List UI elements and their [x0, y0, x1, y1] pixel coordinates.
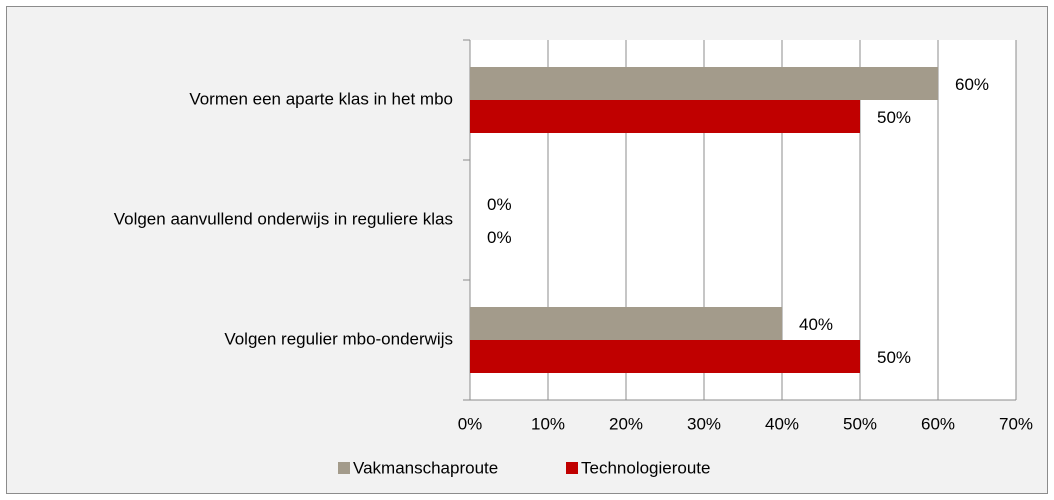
x-tick-label: 60%	[921, 414, 955, 433]
bar	[470, 100, 860, 133]
data-label: 40%	[799, 315, 833, 334]
data-label: 0%	[487, 195, 512, 214]
x-tick-label: 50%	[843, 414, 877, 433]
bar	[470, 67, 938, 100]
data-label: 50%	[877, 108, 911, 127]
x-tick-label: 40%	[765, 414, 799, 433]
x-tick-label: 30%	[687, 414, 721, 433]
x-tick-label: 0%	[458, 414, 483, 433]
x-tick-label: 10%	[531, 414, 565, 433]
legend-swatch	[338, 462, 350, 474]
data-label: 60%	[955, 75, 989, 94]
x-tick-label: 70%	[999, 414, 1033, 433]
legend-label: Technologieroute	[581, 458, 710, 477]
x-tick-label: 20%	[609, 414, 643, 433]
y-tick-label: Vormen een aparte klas in het mbo	[189, 89, 453, 108]
y-tick-label: Volgen regulier mbo-onderwijs	[224, 329, 453, 348]
bar	[470, 340, 860, 373]
bar	[470, 307, 782, 340]
data-label: 0%	[487, 228, 512, 247]
legend-swatch	[566, 462, 578, 474]
y-tick-label: Volgen aanvullend onderwijs in reguliere…	[114, 209, 453, 228]
legend-label: Vakmanschaproute	[353, 458, 498, 477]
data-label: 50%	[877, 348, 911, 367]
